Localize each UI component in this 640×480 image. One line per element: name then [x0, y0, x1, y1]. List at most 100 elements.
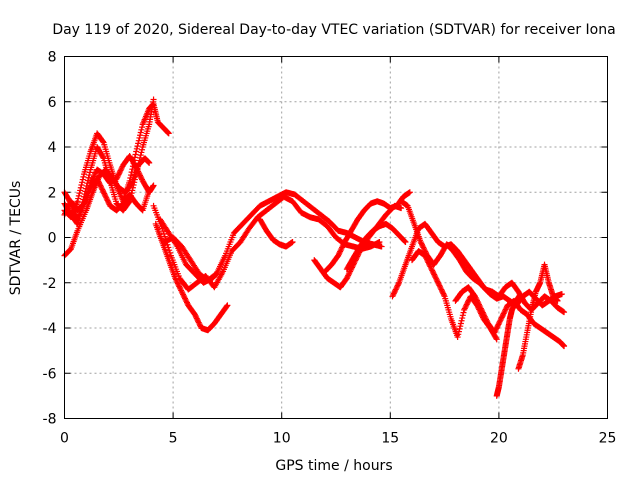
- data-point-marker: [472, 293, 479, 300]
- data-point-marker: [97, 182, 104, 189]
- data-point-marker: [180, 291, 187, 298]
- data-point-marker: [472, 294, 479, 301]
- data-point-marker: [184, 299, 191, 306]
- data-point-marker: [176, 283, 183, 290]
- data-point-marker: [172, 276, 179, 283]
- data-point-marker: [477, 305, 484, 312]
- plot-frame: [64, 56, 608, 419]
- data-point-marker: [459, 312, 466, 319]
- data-point-marker: [131, 176, 138, 183]
- data-point-marker: [75, 192, 82, 199]
- data-point-marker: [95, 178, 102, 185]
- data-point-marker: [133, 171, 140, 178]
- data-point-marker: [134, 143, 141, 150]
- data-point-marker: [174, 279, 181, 286]
- y-tick-label: 2: [48, 185, 57, 201]
- data-point-marker: [461, 305, 468, 312]
- data-point-marker: [139, 146, 146, 153]
- data-point-marker: [494, 324, 501, 331]
- data-point-marker: [460, 309, 467, 316]
- x-tick-label: 5: [169, 431, 178, 447]
- data-point-marker: [137, 132, 144, 139]
- data-point-marker: [492, 328, 499, 335]
- data-point-marker: [440, 291, 447, 298]
- data-point-marker: [183, 298, 190, 305]
- data-point-marker: [90, 173, 97, 180]
- data-point-marker: [455, 331, 462, 338]
- data-point-marker: [80, 173, 87, 180]
- data-point-marker: [474, 298, 481, 305]
- data-point-marker: [483, 317, 490, 324]
- data-point-marker: [133, 168, 140, 175]
- data-point-marker: [337, 247, 344, 254]
- data-point-marker: [132, 173, 139, 180]
- data-point-marker: [96, 181, 103, 188]
- data-point-marker: [118, 164, 125, 171]
- data-point-marker: [481, 313, 488, 320]
- data-point-marker: [459, 315, 466, 322]
- data-point-marker: [131, 179, 138, 186]
- data-point-marker: [131, 154, 138, 161]
- data-point-marker: [434, 278, 441, 285]
- data-point-marker: [482, 315, 489, 322]
- data-point-marker: [392, 286, 399, 293]
- data-point-marker: [129, 187, 136, 194]
- data-point-marker: [462, 304, 469, 311]
- data-point-marker: [401, 237, 408, 244]
- data-point-marker: [494, 322, 501, 329]
- data-point-marker: [129, 184, 136, 191]
- data-point-marker: [75, 215, 82, 222]
- data-point-marker: [499, 313, 506, 320]
- data-point-marker: [137, 172, 144, 179]
- data-point-marker: [336, 249, 343, 256]
- data-point-marker: [79, 176, 86, 183]
- data-point-marker: [104, 197, 111, 204]
- data-point-marker: [343, 275, 350, 282]
- y-tick-label: -4: [43, 321, 57, 337]
- data-point-marker: [437, 285, 444, 292]
- data-point-marker: [195, 318, 202, 325]
- data-point-marker: [477, 304, 484, 311]
- data-point-marker: [129, 166, 136, 173]
- data-point-marker: [160, 230, 167, 237]
- data-point-marker: [137, 173, 144, 180]
- data-point-marker: [135, 140, 142, 147]
- data-point-marker: [335, 251, 342, 258]
- data-point-marker: [424, 258, 431, 265]
- data-point-marker: [83, 182, 90, 189]
- data-point-marker: [86, 169, 93, 176]
- data-point-marker: [431, 272, 438, 279]
- data-point-marker: [430, 270, 437, 277]
- x-tick-label: 20: [490, 431, 508, 447]
- data-point-marker: [94, 175, 101, 182]
- data-point-marker: [395, 281, 402, 288]
- data-point-marker: [493, 336, 500, 343]
- data-point-marker: [420, 245, 427, 252]
- data-point-marker: [173, 277, 180, 284]
- data-point-marker: [85, 174, 92, 181]
- data-point-marker: [84, 177, 91, 184]
- data-point-marker: [138, 126, 145, 133]
- data-point-marker: [127, 174, 134, 181]
- data-point-marker: [84, 180, 91, 187]
- data-point-marker: [433, 277, 440, 284]
- data-point-marker: [406, 189, 413, 196]
- data-point-marker: [422, 252, 429, 259]
- data-point-marker: [146, 186, 153, 193]
- data-point-marker: [432, 274, 439, 281]
- data-point-marker: [345, 271, 352, 278]
- data-point-marker: [458, 317, 465, 324]
- data-point-marker: [461, 306, 468, 313]
- x-tick-label: 10: [273, 431, 291, 447]
- data-point-marker: [339, 243, 346, 250]
- data-point-marker: [116, 168, 123, 175]
- data-point-marker: [101, 190, 108, 197]
- data-point-marker: [182, 296, 189, 303]
- x-tick-label: 15: [381, 431, 399, 447]
- data-point-marker: [139, 124, 146, 131]
- data-point-marker: [165, 130, 172, 137]
- data-point-marker: [437, 283, 444, 290]
- data-point-marker: [438, 286, 445, 293]
- data-point-marker: [135, 160, 142, 167]
- data-point-marker: [137, 129, 144, 136]
